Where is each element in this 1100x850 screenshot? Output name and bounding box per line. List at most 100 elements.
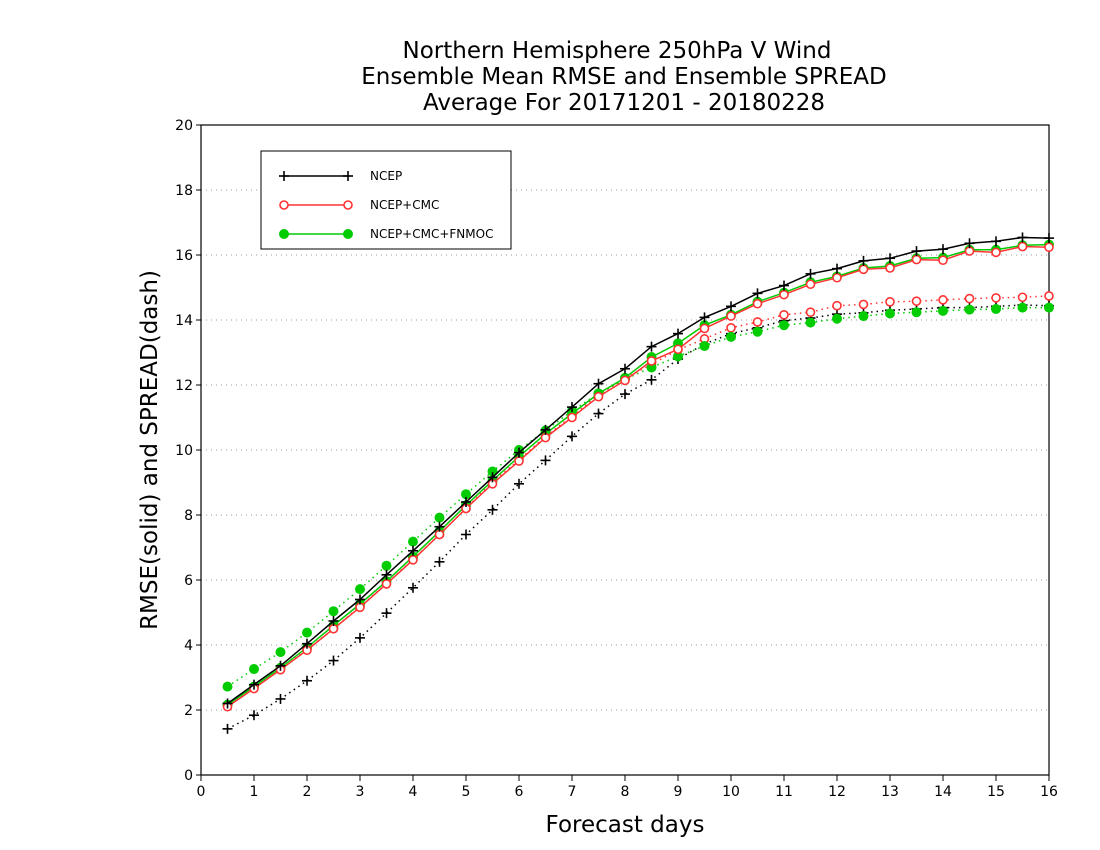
- data-point: [328, 606, 339, 617]
- data-point: [222, 681, 233, 692]
- data-point: [673, 344, 683, 355]
- data-point: [567, 412, 577, 423]
- y-tick-label: 2: [184, 703, 193, 719]
- data-point: [514, 478, 524, 489]
- x-tick-label: 12: [828, 784, 846, 800]
- data-point: [620, 375, 630, 386]
- data-point: [249, 710, 259, 721]
- spread-line: [227, 304, 1050, 730]
- spread-line: [227, 306, 1049, 688]
- rmse-line: [227, 243, 1050, 706]
- data-point: [355, 594, 365, 605]
- data-point: [885, 296, 895, 307]
- data-point: [514, 447, 524, 458]
- data-point: [408, 545, 418, 556]
- data-point: [275, 660, 286, 671]
- x-tick-label: 13: [881, 784, 899, 800]
- x-tick-label: 3: [356, 784, 365, 800]
- chart-title-line-1: Northern Hemisphere 250hPa V Wind: [403, 38, 832, 64]
- data-point: [279, 171, 289, 181]
- data-point: [779, 309, 789, 320]
- data-point: [964, 238, 975, 249]
- data-point: [434, 521, 445, 532]
- data-point: [885, 263, 895, 273]
- x-tick-label: 7: [568, 784, 577, 800]
- data-point: [726, 311, 736, 321]
- data-point: [279, 229, 289, 239]
- data-point: [1017, 232, 1028, 243]
- x-tick-label: 10: [722, 784, 740, 800]
- data-point: [381, 608, 392, 619]
- data-point: [885, 308, 895, 319]
- data-point: [302, 638, 312, 649]
- data-point: [885, 253, 895, 264]
- data-point: [408, 536, 418, 547]
- x-tick-label: 1: [250, 784, 259, 800]
- data-point: [275, 693, 286, 704]
- data-point: [434, 512, 445, 523]
- data-point: [726, 331, 736, 342]
- data-point: [832, 313, 842, 324]
- data-point: [646, 374, 657, 385]
- data-point: [1017, 241, 1028, 252]
- legend-label: NCEP: [370, 169, 402, 183]
- data-point: [779, 320, 789, 331]
- ncep-cmc-fnmoc-spread-series: [222, 302, 1054, 692]
- data-point: [991, 303, 1001, 314]
- data-point: [302, 627, 312, 638]
- data-point: [461, 497, 471, 507]
- data-point: [1044, 233, 1054, 244]
- data-point: [249, 679, 259, 690]
- x-tick-label: 8: [621, 784, 630, 800]
- chart-title-line-2: Ensemble Mean RMSE and Ensemble SPREAD: [361, 64, 886, 90]
- y-tick-label: 6: [184, 573, 193, 589]
- data-point: [858, 299, 869, 310]
- data-point: [1044, 242, 1054, 252]
- x-tick-label: 6: [515, 784, 524, 800]
- x-tick-label: 4: [409, 784, 418, 800]
- y-tick-label: 12: [175, 378, 193, 394]
- data-point: [964, 304, 975, 315]
- x-axis-label: Forecast days: [546, 812, 705, 838]
- data-point: [355, 632, 365, 643]
- data-point: [487, 504, 498, 515]
- y-axis-label: RMSE(solid) and SPREAD(dash): [137, 270, 163, 630]
- data-point: [779, 289, 789, 300]
- data-point: [832, 300, 842, 311]
- data-point: [699, 312, 710, 323]
- ncep-cmc-spread-series: [222, 291, 1054, 711]
- data-point: [408, 582, 418, 593]
- x-tick-label: 14: [934, 784, 952, 800]
- legend: NCEP NCEP+CMC NCEP+CMC+FNMOC: [260, 150, 512, 250]
- x-tick-label: 2: [303, 784, 312, 800]
- rmse-line: [227, 245, 1050, 708]
- data-point: [911, 296, 922, 306]
- data-point: [1017, 302, 1028, 313]
- x-tick-label: 9: [674, 784, 683, 800]
- y-tick-label: 20: [175, 118, 193, 134]
- data-point: [673, 328, 683, 339]
- data-point: [938, 305, 948, 316]
- data-point: [726, 301, 736, 312]
- data-point: [343, 229, 353, 239]
- data-point: [249, 664, 259, 675]
- data-point: [938, 255, 948, 266]
- data-point: [779, 280, 789, 291]
- data-point: [1044, 302, 1054, 313]
- data-point: [514, 456, 524, 466]
- data-point: [593, 391, 604, 402]
- data-point: [646, 341, 657, 352]
- y-tick-label: 0: [184, 768, 193, 784]
- data-point: [328, 655, 339, 666]
- legend-item: NCEP+CMC+FNMOC: [279, 227, 493, 241]
- data-point: [1017, 292, 1028, 303]
- ncep-cmc-rmse-series: [222, 241, 1054, 712]
- data-point: [343, 200, 353, 210]
- data-point: [302, 675, 312, 686]
- x-tick-label: 5: [462, 784, 471, 800]
- data-point: [858, 255, 869, 266]
- data-point: [699, 323, 710, 334]
- x-tick-label: 15: [987, 784, 1005, 800]
- data-point: [343, 171, 353, 181]
